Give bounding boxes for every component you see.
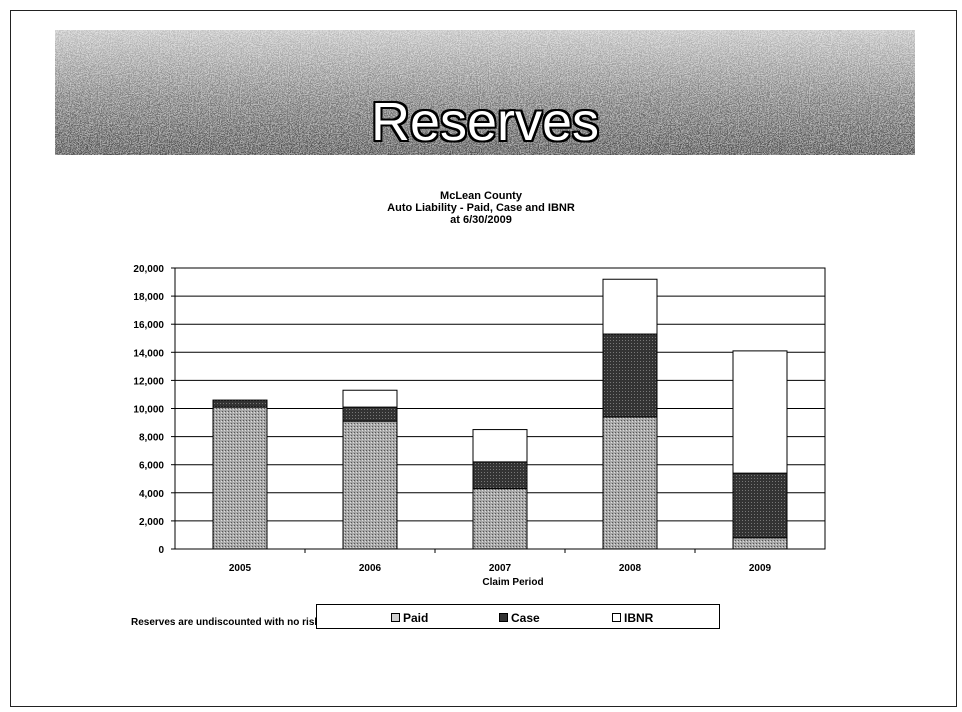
title-banner: Reserves — [55, 30, 915, 155]
y-tick-label: 0 — [158, 545, 164, 556]
y-tick-label: 18,000 — [133, 292, 164, 303]
legend-item-paid: Paid — [391, 611, 428, 625]
y-tick-label: 6,000 — [139, 461, 164, 472]
slide-frame — [10, 10, 957, 707]
bar-case-2005 — [212, 399, 268, 408]
x-tick-label: 2006 — [359, 563, 382, 574]
bar-case-2006 — [342, 406, 398, 422]
bar-ibnr-2009 — [732, 350, 788, 474]
legend-item-case: Case — [499, 611, 540, 625]
slide-title: Reserves — [370, 92, 600, 152]
bar-paid-2006 — [342, 420, 398, 550]
banner-texture — [55, 30, 915, 155]
legend-label-case: Case — [511, 611, 540, 625]
bar-ibnr-2007 — [472, 429, 528, 463]
y-tick-label: 14,000 — [133, 348, 164, 359]
y-tick-label: 16,000 — [133, 320, 164, 331]
legend-swatch-paid — [391, 613, 400, 622]
bar-paid-2008 — [602, 416, 658, 550]
x-tick-label: 2009 — [749, 563, 772, 574]
chart-title-line-1: McLean County — [440, 190, 522, 202]
x-tick-label: 2007 — [489, 563, 512, 574]
bar-ibnr-2008 — [602, 278, 658, 335]
footnote: Reserves are undiscounted with no risk — [131, 617, 320, 628]
legend-label-ibnr: IBNR — [624, 611, 654, 625]
bar-case-2009 — [732, 472, 788, 539]
y-tick-label: 20,000 — [133, 264, 164, 275]
chart-title-line-3: at 6/30/2009 — [450, 214, 512, 226]
x-axis-title: Claim Period — [482, 577, 543, 588]
legend-item-ibnr: IBNR — [612, 611, 653, 625]
y-tick-label: 10,000 — [133, 405, 164, 416]
chart-legend: Paid Case IBNR — [316, 604, 720, 629]
y-tick-label: 4,000 — [139, 489, 164, 500]
x-tick-label: 2005 — [229, 563, 252, 574]
bar-case-2007 — [472, 461, 528, 490]
bar-paid-2007 — [472, 488, 528, 550]
legend-swatch-ibnr — [612, 613, 621, 622]
chart-title-line-2: Auto Liability - Paid, Case and IBNR — [387, 202, 575, 214]
x-tick-label: 2008 — [619, 563, 642, 574]
y-tick-label: 12,000 — [133, 376, 164, 387]
bar-case-2008 — [602, 333, 658, 418]
bar-paid-2009 — [732, 537, 788, 550]
legend-label-paid: Paid — [403, 611, 429, 625]
y-tick-label: 2,000 — [139, 517, 164, 528]
legend-swatch-case — [499, 613, 508, 622]
y-tick-label: 8,000 — [139, 433, 164, 444]
bar-paid-2005 — [212, 406, 268, 550]
bar-ibnr-2006 — [342, 389, 398, 408]
